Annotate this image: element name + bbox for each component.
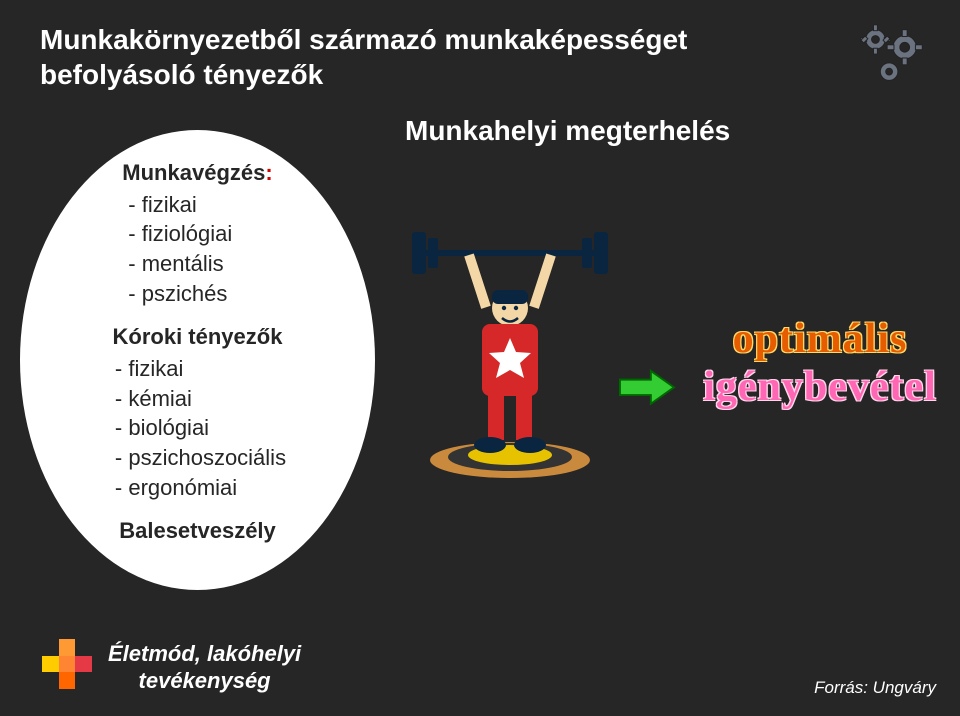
munkavegzes-colon: : [265, 160, 272, 185]
arrow-icon [618, 368, 676, 406]
outcome-line2: igénybevétel [690, 363, 950, 411]
outcome-line1: optimális [690, 315, 950, 363]
list-item: - pszichoszociális [109, 443, 286, 473]
baleset-head: Balesetveszély [119, 516, 276, 546]
koroki-head: Kóroki tényezők [109, 322, 286, 352]
outcome-text: optimális igénybevétel [690, 315, 950, 412]
source-text: Forrás: Ungváry [814, 678, 936, 698]
section-baleset: Balesetveszély [119, 516, 276, 548]
title-line2: befolyásoló tényezők [40, 57, 687, 92]
koroki-items: - fizikai - kémiai - biológiai - pszicho… [109, 354, 286, 502]
footer-line2: tevékenység [108, 668, 301, 694]
munkavegzes-items: - fizikai - fiziológiai - mentális - psz… [122, 190, 272, 309]
weightlifter-icon [410, 220, 610, 480]
headline: Munkahelyi megterhelés [405, 115, 730, 147]
munkavegzes-head-text: Munkavégzés [122, 160, 265, 185]
list-item: - mentális [122, 249, 272, 279]
footer-line1: Életmód, lakóhelyi [108, 641, 301, 667]
title-line1: Munkakörnyezetből származó munkaképesség… [40, 22, 687, 57]
footer-text: Életmód, lakóhelyi tevékenység [108, 641, 301, 694]
list-item: - fizikai [122, 190, 272, 220]
factors-ellipse: Munkavégzés: - fizikai - fiziológiai - m… [20, 130, 375, 590]
section-munkavegzes: Munkavégzés: - fizikai - fiziológiai - m… [122, 158, 272, 308]
gears-icon [854, 18, 932, 96]
list-item: - biológiai [109, 413, 286, 443]
list-item: - kémiai [109, 384, 286, 414]
plus-icon [40, 637, 94, 691]
section-koroki: Kóroki tényezők - fizikai - kémiai - bio… [109, 322, 286, 502]
list-item: - fizikai [109, 354, 286, 384]
munkavegzes-head: Munkavégzés: [122, 158, 272, 188]
list-item: - fiziológiai [122, 219, 272, 249]
list-item: - ergonómiai [109, 473, 286, 503]
slide-title: Munkakörnyezetből származó munkaképesség… [40, 22, 687, 92]
list-item: - pszichés [122, 279, 272, 309]
